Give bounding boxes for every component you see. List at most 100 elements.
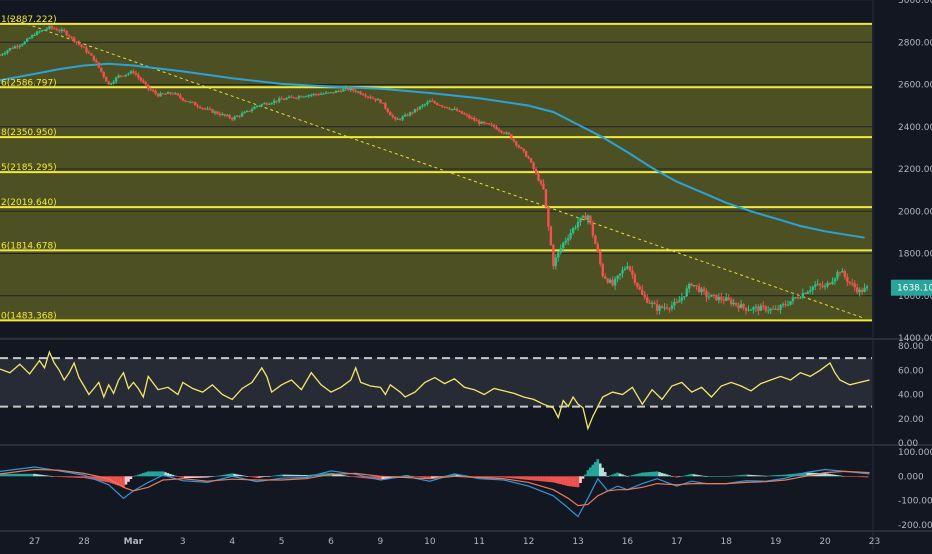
macd-hist-bar [25,473,29,477]
candle-body [50,26,54,29]
macd-hist-bar [552,476,555,483]
candle-body [633,274,637,283]
candle-body [105,76,108,82]
candle-body [337,90,340,92]
candle-body [786,304,790,306]
macd-axis[interactable]: 100.000 0.000 -100.000 -200.000 [898,448,932,531]
macd-hist-bar [673,476,676,477]
rsi-pane[interactable] [0,350,872,431]
candle-body [228,115,231,118]
macd-hist-bar [766,475,770,477]
candle-body [154,91,157,94]
candle-body [109,83,113,85]
fib-levels[interactable] [0,22,872,322]
candle-body [781,304,785,306]
candle-body [287,96,291,99]
candle-body [774,308,777,310]
price-axis[interactable]: 3000.000 2800.000 2600.000 2400.000 2200.000… [898,0,932,344]
macd-hist-bar [386,476,390,479]
macd-hist-bar [855,476,859,477]
macd-hist-bar [208,476,212,478]
macd-hist-bar [270,475,274,477]
macd-hist-bar [384,476,387,479]
macd-hist-bar [322,473,325,477]
candle-body [18,45,21,47]
macd-hist-bar [804,472,807,477]
candle-body [297,96,301,99]
candle-body [591,223,595,236]
candle-body [75,41,78,43]
time-tick-label: 12 [523,537,534,547]
candle-body [122,75,125,77]
candle-body [189,101,192,103]
candle-body [381,102,385,104]
macd-hist-bar [97,476,101,481]
macd-hist-bar [453,473,456,477]
candle-body [458,111,461,113]
candle-body [191,101,194,103]
candle-body [663,307,666,309]
price-tick-label: 2200.000 [898,165,932,175]
macd-hist-bar [507,476,511,479]
macd-hist-bar [191,476,194,478]
macd-hist-bar [225,474,229,477]
candle-body [688,283,691,289]
macd-hist-bar [863,476,866,478]
candle-body [65,30,68,36]
macd-hist-bar [161,471,165,477]
candle-body [243,111,246,114]
macd-hist-bar [645,472,649,477]
macd-hist-bar [243,475,246,477]
candle-body [295,97,298,99]
candle-body [482,121,486,124]
macd-hist-bar [786,474,790,477]
candle-body [697,286,701,293]
candle-body [389,112,392,116]
macd-hist-bar [502,476,506,478]
macd-hist-bar [1,473,4,477]
candle-body [376,99,380,101]
candle-body [475,120,478,122]
time-axis[interactable]: 27 28 Mar 3 4 5 6 9 10 11 12 13 16 17 18 19 20 23 [29,537,880,547]
macd-hist-bar [401,475,404,477]
candle-body [764,306,767,311]
macd-hist-bar [176,476,180,477]
macd-hist-bar [112,476,115,485]
candle-body [831,281,834,285]
candle-body [23,41,26,45]
candle-body [398,118,402,120]
time-tick-label: Mar [124,537,144,547]
macd-hist-bar [848,476,852,477]
candle-body [166,92,170,94]
candle-body [226,115,229,117]
macd-hist-bar [430,476,434,479]
macd-hist-bar [250,476,254,478]
candle-body [438,104,441,106]
candle-body [811,286,814,291]
candle-body [265,103,268,105]
macd-hist-bar [510,476,513,479]
candle-body [433,101,436,104]
macd-hist-bar [601,467,605,477]
macd-hist-bar [379,476,382,480]
price-pane[interactable]: 1(2887.222) 6(2586.797) 8(2350.950) 5(2185.… [0,0,872,339]
candle-body [816,283,819,285]
candle-body [8,48,12,51]
macd-hist-bar [186,476,190,479]
macd-hist-bar [221,475,224,477]
signal-line [0,468,870,507]
macd-pane[interactable] [0,459,870,518]
macd-hist-bar [418,476,422,478]
macd-hist-bar [720,476,723,477]
macd-hist-bar [85,476,88,479]
macd-hist-bar [15,473,19,477]
candle-body [604,276,607,279]
macd-hist-bar [319,473,323,477]
candle-body [853,283,856,288]
macd-hist-bar [203,476,207,478]
rsi-axis[interactable]: 80.00 60.00 40.00 20.00 0.00 [898,342,924,449]
moving-average-line [0,62,865,239]
macd-hist-bar [95,476,98,481]
